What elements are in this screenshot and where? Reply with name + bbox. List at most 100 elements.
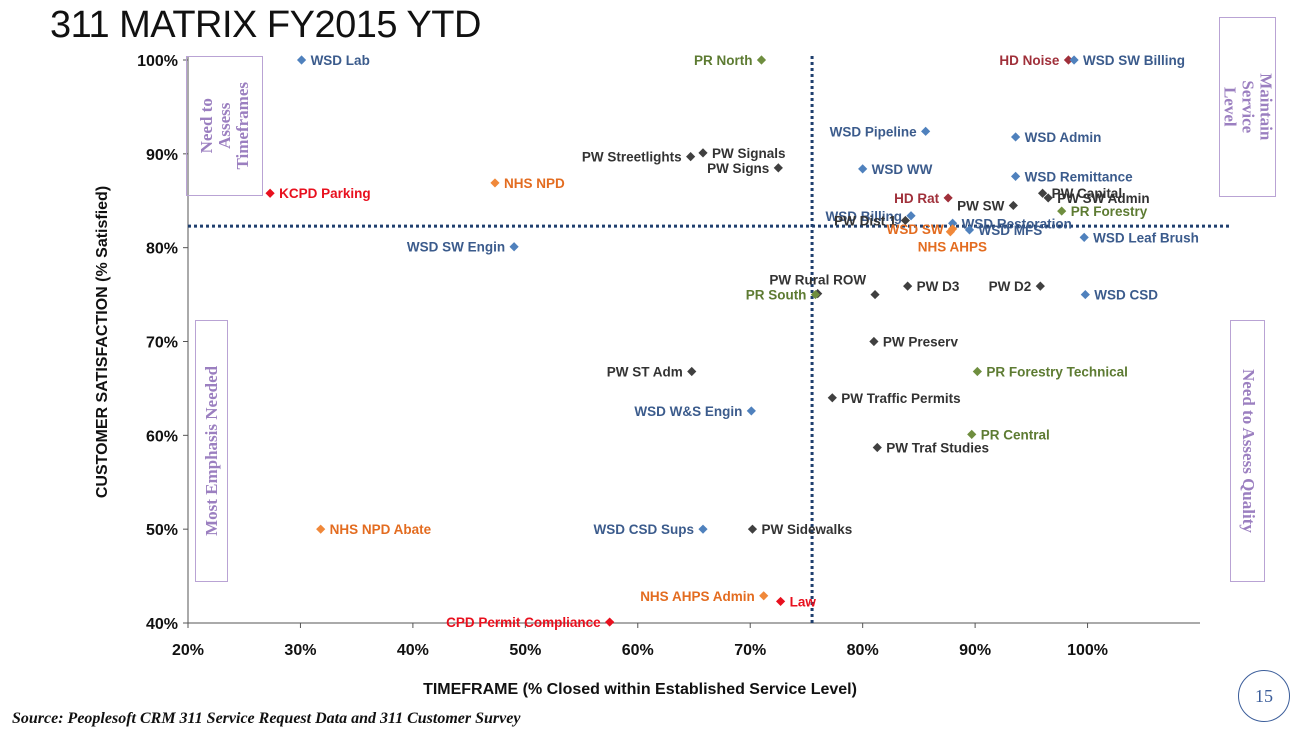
data-label: PR Forestry Technical	[986, 365, 1128, 380]
data-point	[1043, 193, 1053, 203]
data-point	[906, 211, 916, 221]
data-label: PW Dist 1	[834, 213, 897, 228]
data-point	[605, 617, 615, 627]
data-point	[872, 442, 882, 453]
data-label: NHS NPD Abate	[330, 522, 432, 537]
data-label: WSD Restoration	[962, 216, 1072, 231]
data-point	[943, 193, 953, 203]
data-point	[296, 55, 307, 65]
data-label: NHS AHPS	[918, 240, 987, 255]
data-point	[687, 366, 697, 377]
reference-lines	[188, 56, 1232, 623]
data-point	[870, 289, 880, 300]
data-label: WSD CSD	[1094, 288, 1158, 303]
quadrant-label-top-right: Maintain Service Level	[1219, 17, 1276, 197]
data-label: PW Streetlights	[582, 150, 682, 165]
data-point	[490, 178, 500, 188]
x-tick-label: 30%	[284, 642, 316, 659]
data-label: PW Signals	[712, 146, 786, 161]
data-label: HD Noise	[999, 53, 1060, 68]
x-tick-label: 50%	[509, 642, 541, 659]
data-point	[756, 55, 767, 65]
data-label: PW Signs	[707, 161, 769, 176]
data-label: WSD SW Billing	[1083, 53, 1185, 68]
data-label: PW D2	[989, 279, 1032, 294]
data-label: WSD MFS	[978, 223, 1042, 238]
source-note: Source: Peoplesoft CRM 311 Service Reque…	[12, 710, 521, 727]
data-label: PW Sidewalks	[761, 522, 852, 537]
data-label: PW D3	[917, 279, 960, 294]
data-point	[945, 227, 955, 237]
x-axis-title: TIMEFRAME (% Closed within Established S…	[423, 681, 857, 698]
data-point	[265, 188, 275, 198]
data-point	[1079, 232, 1089, 242]
data-point	[972, 366, 982, 377]
data-label: NHS NPD	[504, 176, 565, 191]
data-point	[746, 406, 756, 416]
page-title: 311 MATRIX FY2015 YTD	[50, 4, 481, 46]
x-tick-label: 70%	[734, 642, 766, 659]
data-label: PR North	[694, 53, 753, 68]
quadrant-label-top-left: Need to Assess Timeframes	[186, 56, 263, 196]
y-tick-label: 90%	[146, 147, 178, 164]
page-number: 15	[1238, 670, 1290, 722]
data-point	[964, 225, 975, 235]
data-label: KCPD Parking	[279, 186, 371, 201]
data-label: PW Rural ROW	[769, 273, 866, 288]
quadrant-label-bottom-right: Need to Assess Quality	[1230, 320, 1265, 582]
data-point	[759, 591, 769, 601]
y-tick-label: 70%	[146, 335, 178, 352]
y-tick-label: 40%	[146, 616, 178, 633]
axes: 40% 50% 60% 70% 80% 90% 100% 20% 30% 40% 50% 60% 70%…	[137, 53, 1200, 659]
data-point	[698, 524, 708, 534]
data-label: PW Capital	[1052, 186, 1123, 201]
data-point	[316, 524, 326, 534]
y-tick-label: 50%	[146, 522, 178, 539]
y-tick-label: 100%	[137, 53, 178, 70]
data-point	[1010, 132, 1021, 142]
data-point	[921, 126, 931, 136]
data-label: PW Traffic Permits	[841, 391, 960, 406]
data-label: WSD Lab	[311, 53, 370, 68]
data-label: HD Rat	[894, 191, 940, 206]
data-point	[1069, 55, 1079, 65]
x-tick-label: 20%	[172, 642, 204, 659]
x-tick-label: 100%	[1067, 642, 1108, 659]
data-label: PR Central	[981, 427, 1050, 442]
data-point	[1035, 281, 1045, 291]
data-point	[773, 163, 783, 173]
data-point	[686, 152, 696, 162]
data-point	[1008, 200, 1018, 211]
x-tick-label: 90%	[959, 642, 991, 659]
data-point	[900, 215, 910, 226]
y-axis-title: CUSTOMER SATISFACTION (% Satisfied)	[94, 186, 111, 498]
data-point	[698, 148, 708, 158]
data-label: WSD SW Engin	[407, 240, 505, 255]
data-label: PW SW Admin	[1057, 191, 1150, 206]
data-label: WSD SW	[887, 222, 944, 237]
data-label: PW Traf Studies	[886, 441, 989, 456]
x-tick-label: 80%	[847, 642, 879, 659]
x-tick-label: 40%	[397, 642, 429, 659]
data-label: CPD Permit Compliance	[446, 615, 601, 630]
data-point	[948, 218, 958, 228]
data-point	[810, 289, 821, 300]
data-point	[1010, 171, 1021, 181]
data-point	[747, 524, 758, 534]
data-label: PW Preserv	[883, 335, 959, 350]
data-label: PR Forestry	[1071, 204, 1148, 219]
data-label: NHS AHPS Admin	[640, 589, 755, 604]
data-point	[858, 164, 868, 174]
data-label: WSD WW	[872, 162, 933, 177]
data-label: PW ST Adm	[607, 365, 683, 380]
data-label: PR South	[746, 288, 807, 303]
data-label: WSD W&S Engin	[634, 404, 742, 419]
data-point	[903, 281, 913, 291]
data-label: WSD Leaf Brush	[1093, 230, 1199, 245]
data-label: WSD Billing	[826, 209, 903, 224]
y-tick-label: 80%	[146, 241, 178, 258]
data-point	[1057, 206, 1067, 216]
data-label: WSD Admin	[1025, 130, 1102, 145]
data-label: WSD CSD Sups	[593, 522, 694, 537]
